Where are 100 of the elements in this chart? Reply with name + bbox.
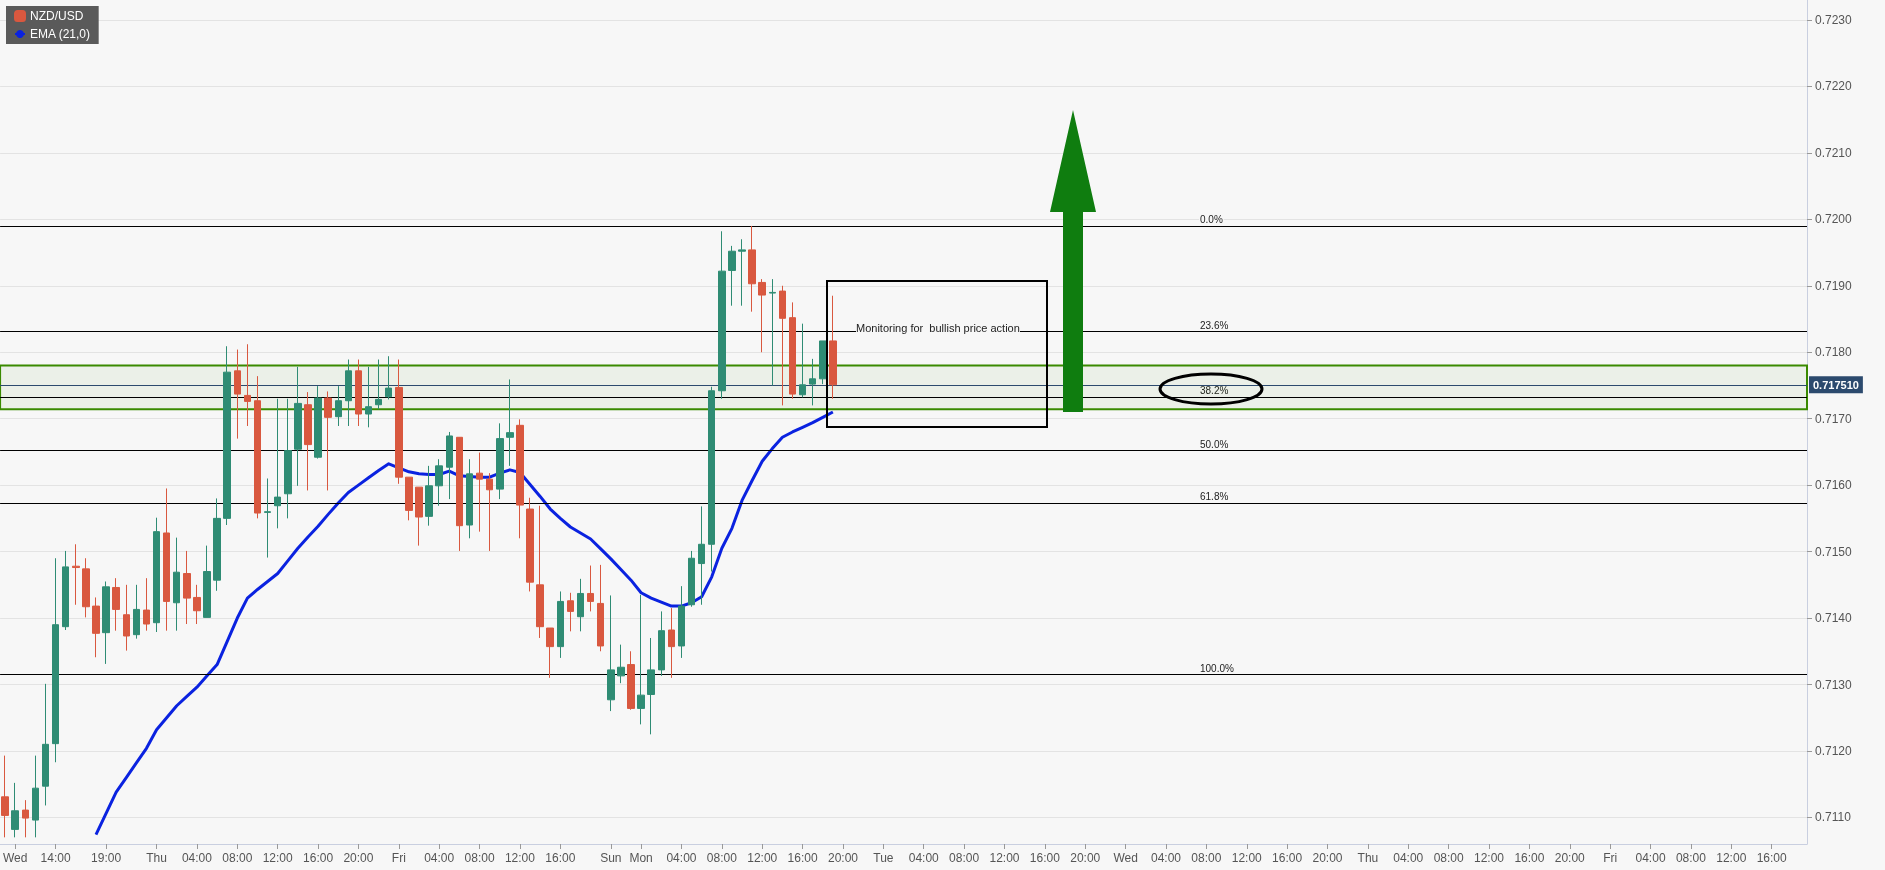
candlestick bbox=[688, 550, 695, 608]
candlestick bbox=[516, 418, 524, 539]
y-tick-label: 0.7110 bbox=[1815, 810, 1852, 825]
x-tick-label: 20:00 bbox=[1554, 851, 1586, 865]
annotation: Monitoring for bullish price action bbox=[856, 322, 1020, 334]
candlestick bbox=[112, 577, 120, 632]
candlestick bbox=[92, 596, 100, 658]
y-tick-label: 0.7160 bbox=[1815, 478, 1853, 493]
candlestick bbox=[1, 755, 9, 838]
candlestick bbox=[607, 594, 615, 712]
candlestick bbox=[385, 355, 392, 400]
candlestick bbox=[435, 458, 443, 507]
candlestick bbox=[678, 585, 685, 659]
candlestick bbox=[22, 799, 29, 838]
x-tick-label: Fri bbox=[391, 851, 406, 865]
x-tick-label: 12:00 bbox=[747, 851, 778, 865]
candlestick bbox=[294, 366, 302, 487]
candlestick bbox=[264, 477, 271, 559]
y-tick-label: 0.7220 bbox=[1815, 79, 1853, 94]
annotation: 50.0% bbox=[1200, 438, 1229, 450]
x-tick-label: 12:00 bbox=[504, 851, 536, 865]
annotation: 38.2% bbox=[1200, 385, 1229, 397]
candlestick bbox=[668, 607, 675, 679]
x-tick-label: 08:00 bbox=[222, 851, 253, 865]
x-tick-label: 20:00 bbox=[343, 851, 374, 865]
x-tick-label: Wed bbox=[1113, 851, 1138, 865]
y-tick-label: 0.7180 bbox=[1815, 345, 1853, 360]
candlestick bbox=[536, 505, 544, 639]
y-tick-label: 0.7230 bbox=[1815, 12, 1853, 27]
x-tick-label: 04:00 bbox=[424, 851, 455, 865]
x-tick-label: 16:00 bbox=[1514, 851, 1545, 865]
candlestick bbox=[799, 323, 806, 398]
candlestick bbox=[11, 782, 19, 838]
candlestick bbox=[587, 565, 594, 612]
x-tick-label: Fri bbox=[1603, 851, 1618, 865]
x-tick-label: Tue bbox=[873, 851, 894, 865]
candlestick bbox=[425, 465, 433, 527]
candlestick bbox=[163, 487, 170, 632]
x-tick-label: 16:00 bbox=[303, 851, 334, 865]
x-tick-label: Sun bbox=[600, 851, 622, 865]
candlestick bbox=[203, 545, 211, 618]
candlestick bbox=[213, 497, 221, 592]
x-tick-label: 08:00 bbox=[1675, 851, 1707, 865]
legend-label: NZD/USD bbox=[30, 9, 84, 23]
y-tick-label: 0.7170 bbox=[1815, 411, 1853, 426]
candlestick bbox=[496, 422, 504, 500]
x-tick-label: 16:00 bbox=[787, 851, 818, 865]
y-tick-label: 0.7210 bbox=[1815, 145, 1853, 160]
candlestick bbox=[769, 278, 776, 386]
x-tick-label: 20:00 bbox=[1070, 851, 1101, 865]
candlestick bbox=[476, 452, 483, 533]
candlestick bbox=[718, 230, 726, 400]
candlestick bbox=[193, 584, 201, 625]
candlestick bbox=[748, 225, 756, 313]
candlestick bbox=[506, 378, 514, 467]
candlestick bbox=[637, 594, 645, 725]
candlestick bbox=[284, 398, 292, 519]
x-tick-label: 16:00 bbox=[1756, 851, 1788, 865]
candlestick bbox=[183, 550, 191, 625]
x-tick-label: 12:00 bbox=[989, 851, 1020, 865]
candlestick bbox=[546, 627, 554, 679]
candlestick bbox=[102, 581, 110, 665]
x-tick-label: 20:00 bbox=[1312, 851, 1343, 865]
candlestick bbox=[42, 683, 49, 806]
candlestick bbox=[173, 537, 180, 632]
candlestick bbox=[446, 431, 453, 500]
candlestick bbox=[123, 584, 130, 652]
y-tick-label: 0.7150 bbox=[1815, 544, 1853, 559]
candlestick bbox=[698, 505, 705, 606]
candlestick bbox=[829, 295, 837, 400]
y-tick-label: 0.7190 bbox=[1815, 278, 1853, 293]
candlestick bbox=[466, 458, 473, 539]
candlestick bbox=[274, 398, 281, 529]
x-tick-label: Wed bbox=[2, 851, 28, 865]
y-tick-label: 0.7130 bbox=[1815, 677, 1853, 692]
candlestick bbox=[314, 385, 322, 460]
candlestick bbox=[244, 343, 251, 427]
candlestick bbox=[557, 590, 564, 659]
x-tick-label: 08:00 bbox=[1191, 851, 1222, 865]
x-tick-label: Thu bbox=[1357, 851, 1379, 865]
candlestick bbox=[365, 366, 372, 428]
candlestick bbox=[779, 285, 786, 406]
x-tick-label: 12:00 bbox=[262, 851, 294, 865]
candlestick bbox=[597, 564, 604, 652]
ref-line-label: 0.717510 bbox=[1813, 378, 1859, 391]
candlestick bbox=[143, 577, 150, 632]
candlestick bbox=[72, 543, 80, 606]
candlestick bbox=[223, 345, 231, 526]
candlestick bbox=[153, 517, 160, 633]
candlestick bbox=[82, 557, 90, 618]
x-tick-label: 04:00 bbox=[666, 851, 697, 865]
x-tick-label: 08:00 bbox=[949, 851, 980, 865]
candlestick bbox=[658, 610, 665, 677]
x-tick-label: Thu bbox=[146, 851, 167, 865]
candlestick bbox=[647, 637, 655, 735]
candlestick bbox=[375, 359, 382, 410]
candlestick bbox=[133, 584, 140, 640]
x-tick-label: 04:00 bbox=[1393, 851, 1424, 865]
x-tick-label: 16:00 bbox=[545, 851, 576, 865]
candlestick bbox=[335, 385, 342, 427]
